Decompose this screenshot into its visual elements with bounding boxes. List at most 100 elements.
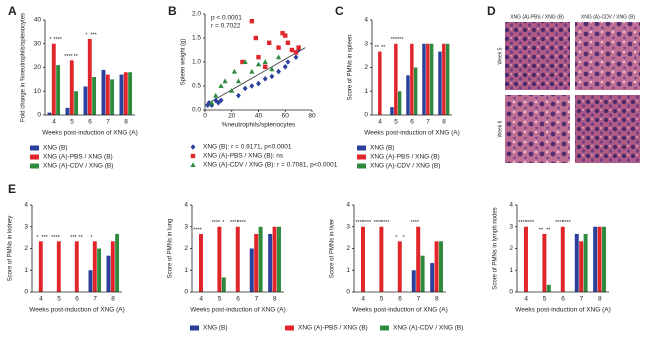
legend-label: XNG (B) [43,145,68,152]
significance: ** [375,45,380,51]
point [269,73,275,80]
bar [268,233,273,292]
point [249,83,255,89]
bar [106,255,111,292]
x-axis-title: Weeks post-induction of XNG (A) [29,307,125,314]
legend-swatch [30,163,39,169]
stat-label: p < 0.0001 [211,15,242,22]
legend-swatch [190,325,199,331]
point [296,47,302,53]
y-tick-label: 2 [346,245,350,252]
x-tick-label: 5 [57,296,61,303]
significance: **** [193,227,202,233]
legend-swatch [285,325,294,331]
x-tick-label: 60 [282,113,290,120]
x-tick-label: 40 [255,113,263,120]
histology-image [575,95,640,163]
x-tick-label: 4 [524,296,528,303]
x-tick-label: 6 [410,119,414,126]
y-tick-label: 3 [346,223,350,230]
bar [105,74,110,115]
x-tick-label: 4 [199,296,203,303]
significance: **** [381,220,390,226]
y-axis-title: Score of PMNs in kidney [8,216,14,282]
y-tick-label: 1.0 [192,59,201,66]
x-tick-label: 8 [124,119,128,126]
bar [221,277,226,292]
bar [360,226,365,292]
bar [119,74,124,115]
y-axis-title: Fold change in %neutrophils/splenocytes [21,13,27,122]
significance: **** [410,220,419,226]
column-label: XNG (A)-CDV / XNG (B) [581,14,636,20]
y-tick-label: 2 [24,245,28,252]
y-axis-title: Score of PMNs in lung [168,219,174,279]
point [206,100,212,106]
significance: **** [64,54,73,60]
x-axis-title: Weeks post-induction of XNG (A) [364,130,460,137]
y-tick-label: 4 [509,202,513,209]
point [275,54,282,60]
bar [198,233,203,292]
significance: **** [363,220,372,226]
x-tick-label: 5 [543,296,547,303]
y-axis-title: Score of PMNs in liver [330,219,336,278]
point [235,78,242,84]
significance: **** [212,220,221,226]
bar [546,284,551,292]
x-tick-label: 6 [88,119,92,126]
y-axis-title: Spleen weight (g) [181,39,187,86]
bar [397,91,402,115]
point [240,59,245,65]
point [280,31,285,36]
bar [426,43,430,115]
bar [74,91,79,115]
bar [92,241,97,292]
point [262,64,268,69]
bar [410,43,414,115]
x-tick-label: 7 [426,119,430,126]
y-tick-label: 4 [364,17,368,24]
point [231,68,238,74]
x-tick-label: 6 [236,296,240,303]
x-tick-label: 20 [228,113,236,120]
bar [523,226,528,292]
point [242,85,248,92]
x-tick-label: 6 [561,296,565,303]
panel-label: C [335,4,344,18]
significance: **** [355,220,364,226]
x-tick-label: 8 [435,296,439,303]
y-tick-label: 2.0 [192,11,201,18]
y-tick-label: 0 [24,289,28,296]
bar [574,233,579,292]
bar [439,241,443,292]
point [285,59,291,65]
significance: *** [70,235,77,241]
point [190,162,196,167]
x-axis-title: %neutrophils/splenocytes [222,122,296,129]
bar [88,270,93,292]
y-tick-label: 1 [364,88,368,95]
y-tick-label: 0.0 [192,107,201,114]
bar [277,226,281,292]
x-tick-label: 4 [39,296,43,303]
significance: * [85,32,88,38]
y-tick-label: 2 [364,64,368,71]
bar [217,226,222,292]
point [283,33,288,38]
bar [597,226,602,292]
bar [258,226,263,292]
bar [593,226,598,292]
y-axis-title: Score of PMNs in lymph nodes [493,207,499,289]
bar [416,226,421,292]
x-tick-label: 4 [361,296,365,303]
point [296,45,301,50]
significance: **** [237,220,246,226]
point [218,97,224,104]
x-tick-label: 8 [273,296,277,303]
bar [56,65,61,115]
x-axis-title: Weeks post-induction of XNG (A) [190,307,286,314]
bar [542,233,547,292]
x-tick-label: 7 [417,296,421,303]
significance: * [90,235,93,241]
